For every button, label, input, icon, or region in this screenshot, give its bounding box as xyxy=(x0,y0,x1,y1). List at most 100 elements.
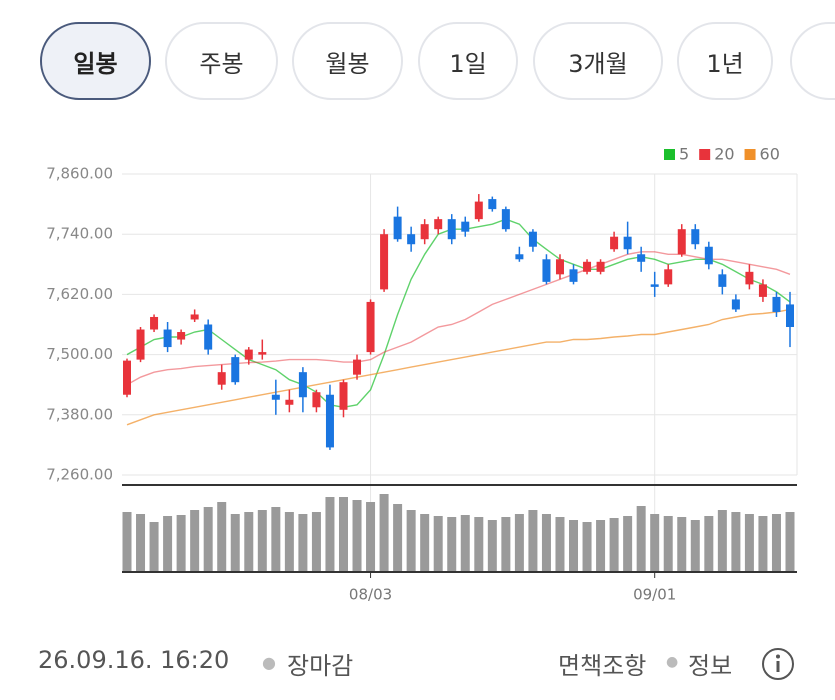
volume-bar xyxy=(514,514,524,572)
candle-body xyxy=(312,392,321,408)
timestamp: 26.09.16. 16:20 xyxy=(38,646,230,674)
legend-label: 60 xyxy=(760,145,780,164)
candle-body xyxy=(366,301,375,353)
legend-swatch xyxy=(664,149,675,160)
candle-body xyxy=(190,314,199,320)
dot: ● xyxy=(262,653,276,672)
legend-swatch xyxy=(699,149,711,160)
candle-body xyxy=(380,234,389,290)
candle-body xyxy=(136,329,145,360)
volume-bar xyxy=(420,514,430,572)
candle-body xyxy=(244,349,253,360)
candle-body xyxy=(596,261,605,272)
volume-bar xyxy=(379,494,389,572)
period-tab[interactable]: 주봉 xyxy=(165,22,278,100)
candle-body xyxy=(204,324,213,350)
candle-body xyxy=(664,269,673,285)
candle-body xyxy=(285,399,294,405)
candle-body xyxy=(420,224,429,240)
volume-bar xyxy=(311,512,321,572)
candle-body xyxy=(731,299,740,310)
candle-body xyxy=(150,316,159,330)
volume-bar xyxy=(677,517,687,572)
candle-body xyxy=(325,394,334,448)
volume-bar xyxy=(785,512,795,572)
y-tick-label: 7,740.00 xyxy=(46,225,113,243)
volume-bar xyxy=(663,516,673,572)
period-tabs: 일봉주봉월봉1일3개월1년3 xyxy=(0,0,835,120)
candle-body xyxy=(488,199,497,210)
candle-body xyxy=(298,372,307,398)
candle-body xyxy=(461,221,470,232)
period-tab[interactable]: 1년 xyxy=(677,22,773,100)
candle-body xyxy=(231,357,240,383)
candle-body xyxy=(555,259,564,275)
volume-bar xyxy=(325,497,335,572)
candle-body xyxy=(217,372,226,385)
period-tab[interactable]: 월봉 xyxy=(292,22,403,100)
x-tick-label: 08/03 xyxy=(349,586,392,604)
y-tick-label: 7,500.00 xyxy=(46,345,113,363)
candle-body xyxy=(650,284,659,287)
y-tick-label: 7,260.00 xyxy=(46,466,113,484)
candle-body xyxy=(177,332,186,340)
candle-body xyxy=(353,359,362,375)
volume-bar xyxy=(393,504,403,572)
candle-body xyxy=(501,209,510,230)
candle-body xyxy=(123,360,131,395)
moving-average-line xyxy=(126,251,791,386)
volume-bar xyxy=(758,516,768,572)
candle-body xyxy=(339,382,348,410)
volume-bar xyxy=(487,520,497,572)
footer: 26.09.16. 16:20 ● 장마감 면책조항 ● 정보 xyxy=(0,640,835,684)
volume-bar xyxy=(257,510,267,572)
candle-body xyxy=(691,229,700,245)
volume-bar xyxy=(717,510,727,572)
info-icon[interactable] xyxy=(760,646,796,682)
y-tick-label: 7,620.00 xyxy=(46,285,113,303)
volume-bar xyxy=(190,510,200,572)
volume-bar xyxy=(474,517,484,572)
volume-bar xyxy=(163,516,173,572)
period-tab[interactable]: 3개월 xyxy=(533,22,663,100)
info-link[interactable]: 정보 xyxy=(688,652,733,680)
candle-body xyxy=(271,394,280,400)
candle-body xyxy=(623,236,632,250)
volume-bar xyxy=(284,512,294,572)
period-tab[interactable]: 3 xyxy=(790,22,835,100)
candle-body xyxy=(163,329,172,348)
legend-label: 5 xyxy=(679,145,689,164)
volume-bar xyxy=(122,512,132,572)
period-tab[interactable]: 1일 xyxy=(418,22,518,100)
volume-bar xyxy=(406,510,416,572)
market-status: 장마감 xyxy=(287,652,354,680)
y-tick-label: 7,860.00 xyxy=(46,165,113,183)
candle-body xyxy=(677,229,686,255)
candle-body xyxy=(393,216,402,240)
y-tick-label: 7,380.00 xyxy=(46,405,113,423)
volume-bar xyxy=(744,514,754,572)
dot: ● xyxy=(666,654,679,670)
volume-bar xyxy=(555,517,565,572)
volume-bar xyxy=(352,500,362,572)
volume-bar xyxy=(136,514,146,572)
volume-bar xyxy=(528,510,538,572)
volume-bar xyxy=(366,502,376,572)
volume-bar xyxy=(650,514,660,572)
disclaimer-link[interactable]: 면책조항 xyxy=(558,652,647,680)
candle-body xyxy=(758,284,767,297)
candle-body xyxy=(745,271,754,285)
moving-average-line xyxy=(126,218,791,409)
period-tab[interactable]: 일봉 xyxy=(40,22,151,100)
candle-body xyxy=(610,236,619,250)
volume-bar xyxy=(447,517,457,572)
volume-bar xyxy=(690,520,700,572)
legend-swatch xyxy=(744,149,756,160)
volume-bar xyxy=(149,522,159,572)
candle-body xyxy=(258,352,267,355)
candle-body xyxy=(447,219,456,240)
volume-bar xyxy=(433,516,443,572)
candle-body xyxy=(637,254,646,262)
legend-label: 20 xyxy=(714,145,734,164)
